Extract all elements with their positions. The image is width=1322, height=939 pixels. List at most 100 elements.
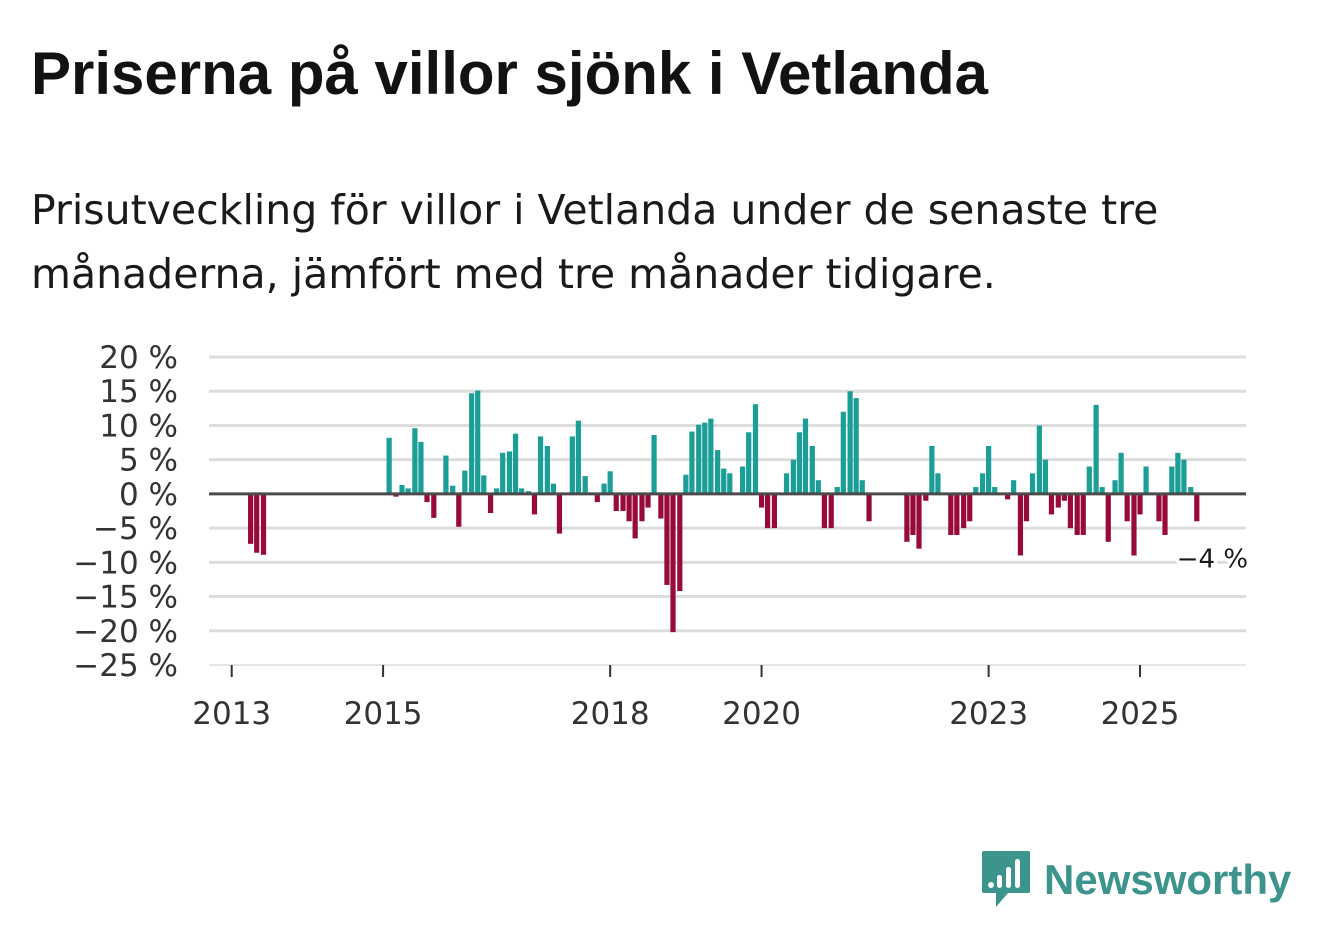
bar	[771, 493, 778, 529]
bar	[462, 470, 468, 494]
bar	[1099, 487, 1105, 494]
bar	[601, 483, 607, 494]
bar	[1118, 452, 1124, 494]
labels: 20 %15 %10 %5 %0 %−5 %−10 %−15 %−20 %−25…	[73, 340, 1251, 732]
bar	[1004, 493, 1011, 500]
bar	[1124, 493, 1130, 522]
bar	[683, 474, 689, 494]
y-tick-label: 0 %	[119, 477, 178, 513]
bar	[853, 398, 859, 494]
x-tick-label: 2015	[344, 696, 423, 732]
y-tick-label: −20 %	[73, 614, 178, 650]
bar	[1181, 459, 1187, 494]
bar	[840, 411, 846, 494]
bar	[412, 428, 418, 494]
bar	[519, 488, 525, 494]
bar	[758, 493, 765, 508]
x-tick-label: 2013	[192, 696, 271, 732]
bar	[923, 493, 929, 501]
bar	[664, 493, 670, 585]
bar	[677, 493, 683, 592]
bar	[1055, 493, 1061, 508]
bar	[821, 493, 827, 529]
bar	[847, 391, 853, 494]
bar	[1029, 473, 1036, 494]
bar	[916, 493, 922, 549]
bar	[544, 445, 550, 494]
bar	[556, 493, 563, 534]
bar	[1074, 493, 1080, 535]
bar	[1156, 493, 1162, 522]
bar	[1162, 493, 1168, 535]
bar	[752, 404, 759, 494]
bar	[1169, 466, 1175, 494]
bar	[910, 493, 916, 535]
bar	[639, 493, 645, 522]
bar	[613, 493, 619, 511]
bar	[670, 493, 676, 633]
bar	[651, 435, 657, 494]
bar	[594, 493, 600, 503]
x-tick-label: 2025	[1101, 696, 1180, 732]
bar	[443, 455, 449, 494]
bar-chart-speech-bubble-icon	[982, 851, 1030, 907]
axes	[209, 492, 1246, 677]
bar	[815, 480, 821, 494]
bar	[469, 393, 475, 494]
bar	[904, 493, 910, 542]
y-tick-label: 20 %	[99, 340, 178, 376]
bar	[632, 493, 638, 539]
bar	[1112, 480, 1118, 494]
bar	[620, 493, 626, 511]
bar	[740, 466, 746, 494]
y-tick-label: 5 %	[119, 443, 178, 479]
bar	[765, 493, 771, 529]
bar	[809, 445, 815, 494]
gridlines	[209, 355, 1246, 666]
bar	[1011, 480, 1017, 494]
bar	[992, 487, 998, 494]
bar	[475, 390, 481, 494]
bar	[481, 475, 487, 494]
bar	[696, 424, 702, 494]
bar	[1086, 466, 1092, 494]
bar	[399, 484, 405, 494]
y-tick-label: −15 %	[73, 580, 178, 616]
bar	[948, 493, 954, 535]
chart-subtitle: Prisutveckling för villor i Vetlanda und…	[31, 186, 1159, 298]
bar	[607, 471, 613, 494]
bar	[500, 452, 506, 494]
x-tick-label: 2023	[949, 696, 1028, 732]
bar	[537, 436, 544, 494]
bar	[1093, 404, 1099, 494]
bar	[796, 432, 803, 494]
bar	[494, 488, 500, 494]
bar	[1036, 425, 1042, 494]
bar	[1061, 493, 1067, 501]
bar	[961, 493, 967, 529]
bar	[1131, 493, 1137, 556]
bar	[254, 493, 260, 553]
chart-title: Priserna på villor sjönk i Vetlanda	[31, 40, 989, 107]
bar	[954, 493, 960, 535]
bar	[1017, 493, 1024, 556]
x-tick-label: 2020	[722, 696, 801, 732]
bar	[386, 437, 392, 494]
bar	[626, 493, 632, 522]
bars	[248, 390, 1200, 633]
bar	[418, 441, 424, 494]
bar	[802, 418, 809, 494]
bar	[979, 473, 986, 494]
bar	[456, 493, 462, 527]
bar	[746, 432, 752, 494]
y-tick-label: 10 %	[99, 408, 178, 444]
bar	[1143, 466, 1149, 494]
x-tick-label: 2018	[571, 696, 650, 732]
bar	[828, 493, 834, 529]
y-tick-label: −5 %	[93, 511, 178, 547]
bar	[645, 493, 651, 508]
bar	[973, 487, 979, 494]
bar	[450, 485, 456, 494]
y-tick-label: −25 %	[73, 648, 178, 684]
